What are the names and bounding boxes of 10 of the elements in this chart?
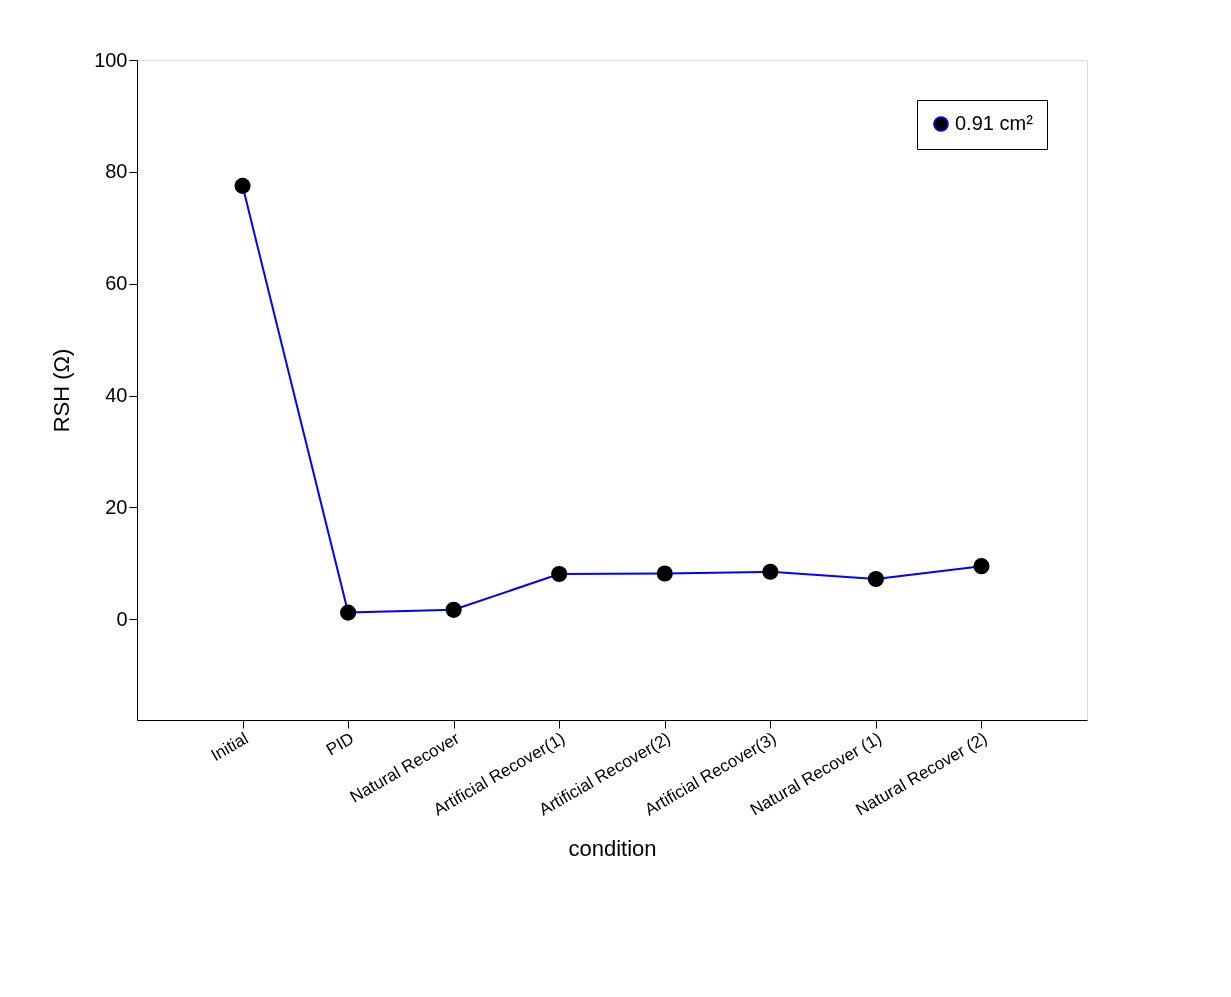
x-axis-title: condition: [568, 835, 657, 861]
y-axis-title: RSH (Ω): [49, 348, 75, 433]
x-tick-label: PID: [323, 728, 358, 760]
y-tick-label: 100: [94, 48, 128, 71]
y-tick-label: 0: [116, 607, 128, 630]
y-tick-label: 80: [105, 160, 128, 183]
y-tick-label: 40: [105, 384, 128, 407]
legend-label: 0.91 cm²: [955, 112, 1034, 134]
y-tick-label: 20: [105, 495, 128, 518]
y-tick-label: 60: [105, 272, 128, 295]
